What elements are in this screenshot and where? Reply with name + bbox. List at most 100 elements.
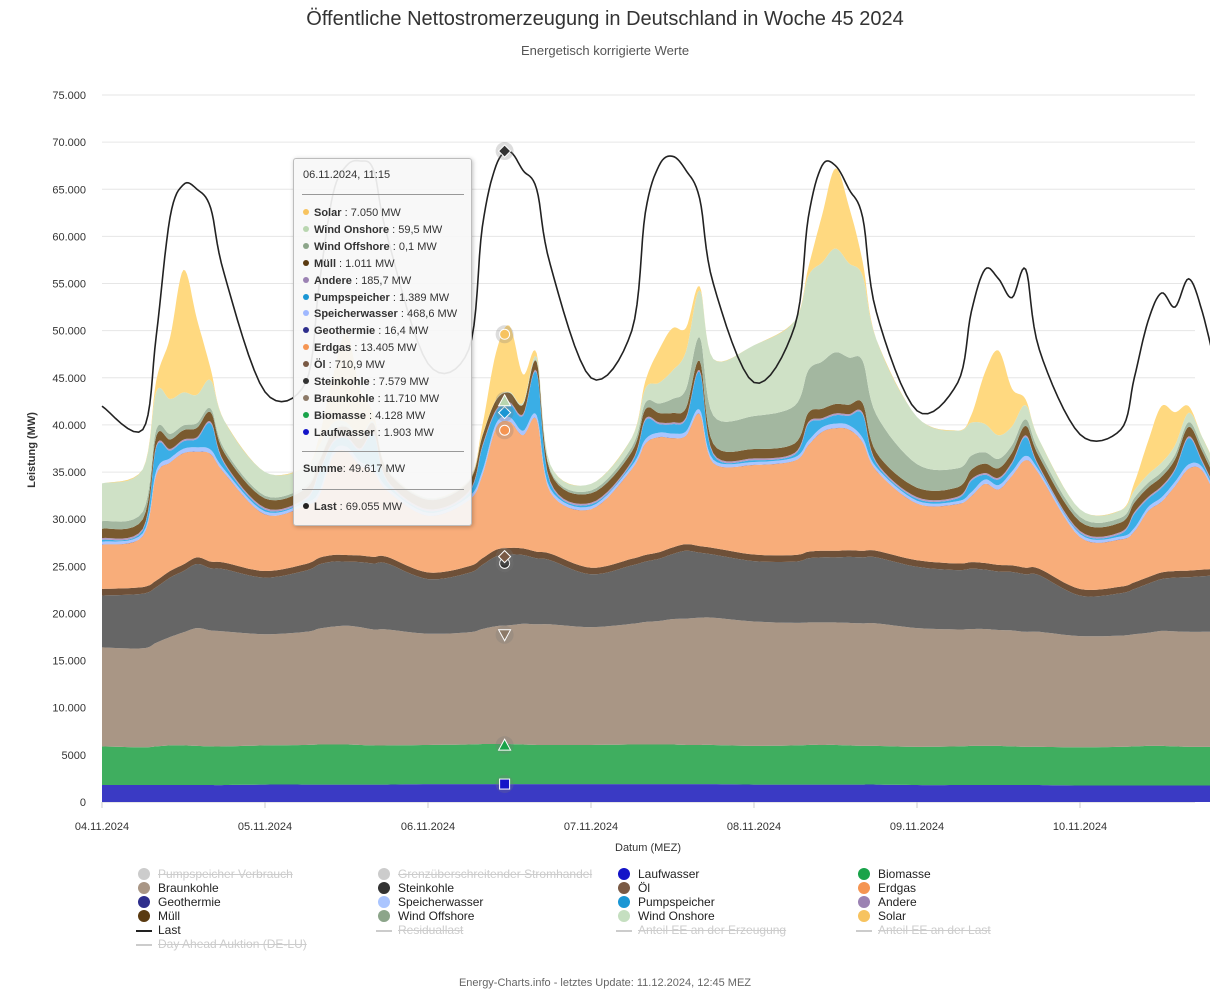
dot-swatch-icon	[378, 882, 390, 897]
tooltip-row: Laufwasser : 1.903 MW	[303, 427, 434, 439]
dot-swatch-icon	[378, 868, 390, 883]
legend-label: Day Ahead Auktion (DE-LU)	[158, 937, 307, 951]
y-tick-label: 35.000	[52, 467, 86, 479]
legend-label: Steinkohle	[398, 881, 455, 895]
legend-label: Anteil EE an der Last	[878, 923, 991, 937]
y-tick-label: 65.000	[52, 184, 86, 196]
tooltip-row: Geothermie : 16,4 MW	[303, 325, 428, 337]
x-tick-label: 10.11.2024	[1053, 821, 1107, 833]
legend-label: Wind Offshore	[398, 909, 475, 923]
y-tick-label: 0	[80, 797, 86, 809]
y-tick-label: 25.000	[52, 561, 86, 573]
legend-item[interactable]: Last	[136, 923, 181, 937]
legend-item[interactable]: Pumpspeicher	[618, 895, 715, 909]
legend-item[interactable]: Solar	[858, 909, 907, 923]
dot-swatch-icon	[618, 896, 630, 911]
y-tick-label: 50.000	[52, 326, 86, 338]
legend-item[interactable]: Wind Offshore	[378, 909, 475, 923]
tooltip-row: Erdgas : 13.405 MW	[303, 342, 417, 354]
legend-label: Grenzüberschreitender Stromhandel	[398, 867, 593, 881]
y-tick-label: 10.000	[52, 703, 86, 715]
dot-swatch-icon	[858, 868, 870, 883]
y-tick-label: 15.000	[52, 656, 86, 668]
marker-öl	[497, 549, 512, 564]
legend-item[interactable]: Öl	[618, 881, 650, 895]
dot-swatch-icon	[858, 882, 870, 897]
marker-laufwasser	[499, 778, 511, 790]
legend-item[interactable]: Wind Onshore	[618, 909, 715, 923]
tooltip-row: Müll : 1.011 MW	[303, 258, 394, 270]
legend-item[interactable]: Andere	[858, 895, 917, 909]
tooltip-row: Speicherwasser : 468,6 MW	[303, 308, 457, 320]
y-tick-label: 30.000	[52, 514, 86, 526]
legend-item[interactable]: Day Ahead Auktion (DE-LU)	[136, 937, 307, 951]
legend-label: Öl	[638, 881, 650, 895]
dot-swatch-icon	[618, 910, 630, 925]
area-wind-offshore[interactable]	[102, 337, 1210, 530]
tooltip-last: Last : 69.055 MW	[303, 501, 402, 513]
marker-solar	[499, 328, 511, 340]
legend-item[interactable]: Anteil EE an der Last	[856, 923, 991, 937]
tooltip-header: 06.11.2024, 11:15	[303, 169, 391, 181]
legend-label: Müll	[158, 909, 181, 923]
tooltip-row: Braunkohle : 11.710 MW	[303, 393, 439, 405]
stacked-area-series	[102, 168, 1210, 802]
tooltip-row: Solar : 7.050 MW	[303, 207, 401, 219]
x-tick-label: 09.11.2024	[890, 821, 944, 833]
legend-item[interactable]: Müll	[138, 909, 181, 923]
tooltip-summe: Summe: 49.617 MW	[303, 463, 406, 475]
x-axis-ticks: 04.11.2024 05.11.2024 06.11.2024 07.11.2024…	[75, 802, 1107, 833]
area-steinkohle[interactable]	[102, 550, 1210, 649]
dot-swatch-icon	[618, 882, 630, 897]
marker-pumpspeicher	[497, 405, 512, 420]
legend-label: Laufwasser	[638, 867, 700, 881]
legend-item[interactable]: Anteil EE an der Erzeugung	[616, 923, 787, 937]
dot-swatch-icon	[138, 868, 150, 883]
tooltip-row: Steinkohle : 7.579 MW	[303, 376, 429, 388]
x-tick-label: 04.11.2024	[75, 821, 129, 833]
y-tick-label: 45.000	[52, 373, 86, 385]
dot-swatch-icon	[858, 896, 870, 911]
legend-item[interactable]: Erdgas	[858, 881, 916, 895]
chart-subtitle: Energetisch korrigierte Werte	[520, 43, 690, 58]
area-müll[interactable]	[102, 360, 1210, 539]
legend-item[interactable]: Grenzüberschreitender Stromhandel	[378, 867, 593, 881]
legend-label: Speicherwasser	[398, 895, 484, 909]
y-axis-label: Leistung (MW)	[26, 412, 38, 488]
area-wind-onshore[interactable]	[102, 248, 1210, 523]
legend-label: Geothermie	[158, 895, 221, 909]
y-tick-label: 20.000	[52, 608, 86, 620]
legend-item[interactable]: Residuallast	[376, 923, 463, 937]
marker-erdgas	[499, 424, 511, 436]
area-laufwasser[interactable]	[102, 784, 1210, 802]
data-tooltip: 06.11.2024, 11:15 Solar : 7.050 MW Wind O…	[293, 158, 472, 526]
legend-item[interactable]: Laufwasser	[618, 867, 700, 881]
tooltip-row: Wind Onshore : 59,5 MW	[303, 224, 442, 236]
legend-label: Last	[158, 923, 181, 937]
legend-label: Anteil EE an der Erzeugung	[638, 923, 787, 937]
legend-label: Solar	[878, 909, 907, 923]
legend-label: Braunkohle	[158, 881, 219, 895]
dot-swatch-icon	[378, 910, 390, 925]
x-tick-label: 05.11.2024	[238, 821, 292, 833]
legend-item[interactable]: Pumpspeicher Verbrauch	[138, 867, 293, 881]
legend-label: Biomasse	[878, 867, 931, 881]
legend-item[interactable]: Speicherwasser	[378, 895, 484, 909]
x-axis-label: Datum (MEZ)	[615, 842, 681, 854]
credits[interactable]: Energy-Charts.info - letztes Update: 11.…	[458, 977, 752, 989]
marker-last	[497, 144, 512, 158]
area-erdgas[interactable]	[102, 413, 1210, 590]
legend-item[interactable]: Braunkohle	[138, 881, 219, 895]
tooltip-row: Wind Offshore : 0,1 MW	[303, 241, 437, 253]
y-tick-label: 5000	[62, 750, 86, 762]
area-biomasse[interactable]	[102, 744, 1210, 786]
area-öl[interactable]	[102, 544, 1210, 597]
tooltip-row: Pumpspeicher : 1.389 MW	[303, 292, 449, 304]
dot-swatch-icon	[378, 896, 390, 911]
area-braunkohle[interactable]	[102, 617, 1210, 748]
legend-item[interactable]: Steinkohle	[378, 881, 455, 895]
legend-item[interactable]: Geothermie	[138, 895, 221, 909]
legend-item[interactable]: Biomasse	[858, 867, 931, 881]
area-speicherwasser[interactable]	[102, 409, 1210, 545]
